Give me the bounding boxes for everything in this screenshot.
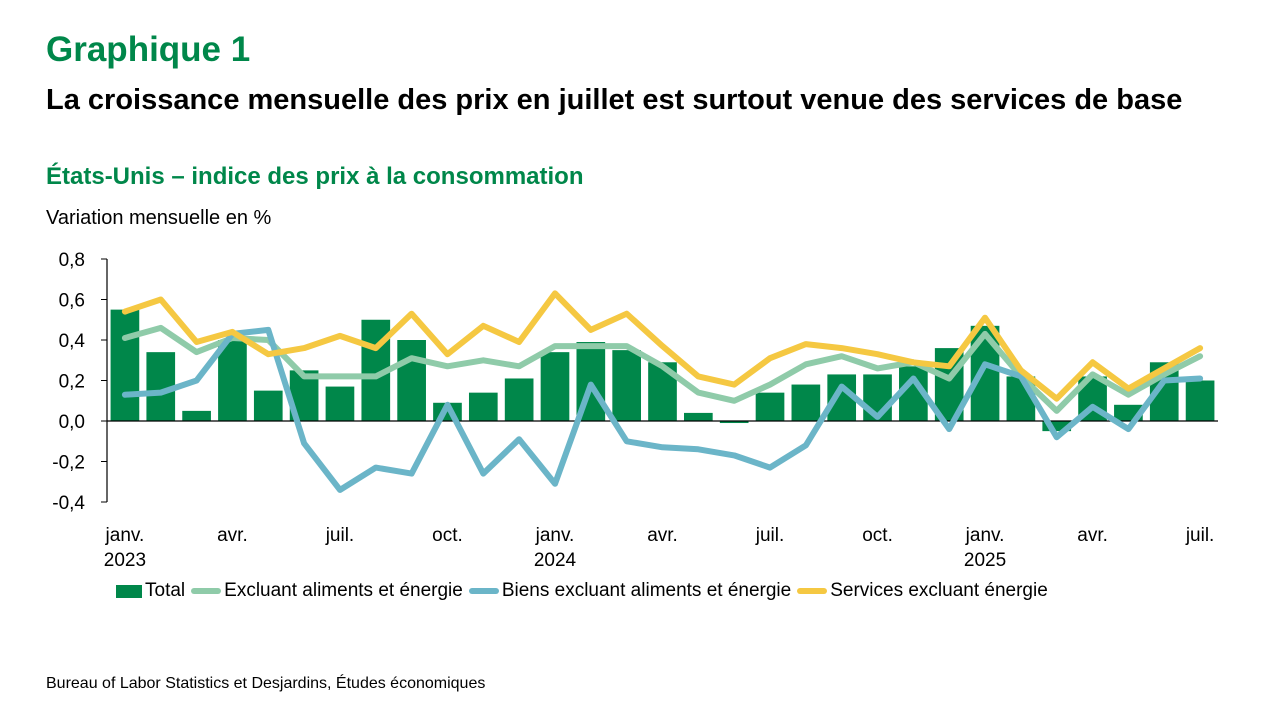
legend-item-total: Total bbox=[116, 580, 185, 602]
x-tick-label: avr. bbox=[217, 525, 248, 546]
legend-swatch-services bbox=[797, 588, 828, 594]
bar-total-2023-05 bbox=[253, 390, 283, 421]
y-tick-label: -0,4 bbox=[52, 493, 85, 514]
x-tick-year-label: 2023 bbox=[104, 550, 146, 571]
x-tick-year-label: 2024 bbox=[534, 550, 577, 571]
bar-total-2025-01 bbox=[970, 325, 1000, 421]
bar-total-2023-01 bbox=[110, 309, 140, 421]
legend-label-services: Services excluant énergie bbox=[830, 580, 1048, 601]
x-tick-label: juil. bbox=[1185, 525, 1215, 546]
bar-total-2023-11 bbox=[468, 392, 498, 421]
bar-total-2024-03 bbox=[612, 350, 641, 421]
x-tick-label: janv. bbox=[965, 525, 1005, 546]
legend-item-goods: Biens excluant aliments et énergie bbox=[468, 580, 792, 602]
x-tick-label: oct. bbox=[432, 525, 463, 546]
x-tick-label: juil. bbox=[755, 525, 785, 546]
y-tick-label: -0,2 bbox=[52, 453, 85, 474]
bar-total-2024-05 bbox=[684, 412, 713, 421]
chart-heading: Graphique 1 bbox=[46, 30, 251, 69]
bar-total-2023-09 bbox=[397, 340, 426, 421]
bar-total-2024-07 bbox=[755, 392, 785, 421]
chart-subtitle: États-Unis – indice des prix à la consom… bbox=[46, 163, 584, 190]
bar-total-2023-12 bbox=[504, 378, 534, 421]
x-tick-label: janv. bbox=[105, 525, 145, 546]
x-tick-label: juil. bbox=[325, 525, 355, 546]
x-tick-label: avr. bbox=[1077, 525, 1108, 546]
bar-total-2024-01 bbox=[540, 352, 570, 421]
y-tick-label: 0,4 bbox=[59, 331, 86, 352]
source-note: Bureau of Labor Statistics et Desjardins… bbox=[46, 675, 486, 692]
bar-total-2023-07 bbox=[325, 386, 355, 421]
bar-total-2024-08 bbox=[791, 384, 821, 421]
legend-label-total: Total bbox=[145, 580, 186, 601]
y-ticks-group: 0,8 0,6 0,4 0,2 0,0 -0,2 -0,4 bbox=[52, 250, 107, 514]
y-tick-label: 0,0 bbox=[59, 412, 85, 433]
legend: Total Excluant aliments et énergie Biens… bbox=[116, 580, 1054, 602]
legend-swatch-core bbox=[191, 588, 222, 594]
legend-item-core: Excluant aliments et énergie bbox=[191, 580, 463, 602]
x-tick-label: janv. bbox=[535, 525, 575, 546]
y-axis-label: Variation mensuelle en % bbox=[46, 207, 272, 229]
chart-title: La croissance mensuelle des prix en juil… bbox=[46, 84, 1183, 116]
x-ticks-group: janv. 2023 avr. juil. oct. janv. 2024 avr. juil.… bbox=[104, 525, 1215, 571]
bar-total-2024-06 bbox=[719, 421, 749, 424]
x-tick-year-label: 2025 bbox=[964, 550, 1006, 571]
bars-group bbox=[110, 309, 1215, 432]
x-tick-label: oct. bbox=[862, 525, 893, 546]
line-series-3 bbox=[121, 290, 1204, 402]
y-tick-label: 0,8 bbox=[59, 250, 85, 271]
bar-total-2023-03 bbox=[182, 410, 211, 421]
legend-swatch-total bbox=[116, 584, 142, 598]
bar-total-2025-03 bbox=[1042, 421, 1072, 432]
bar-total-2025-07 bbox=[1185, 380, 1215, 421]
y-tick-label: 0,2 bbox=[59, 372, 85, 393]
x-tick-label: avr. bbox=[647, 525, 678, 546]
legend-item-services: Services excluant énergie bbox=[797, 580, 1048, 602]
legend-swatch-goods bbox=[468, 588, 499, 594]
lines-group bbox=[121, 290, 1204, 493]
y-tick-label: 0,6 bbox=[59, 291, 85, 312]
legend-label-core: Excluant aliments et énergie bbox=[224, 580, 463, 601]
line-series-2 bbox=[121, 326, 1204, 493]
legend-label-goods: Biens excluant aliments et énergie bbox=[501, 580, 792, 601]
bar-total-2023-04 bbox=[218, 340, 247, 421]
